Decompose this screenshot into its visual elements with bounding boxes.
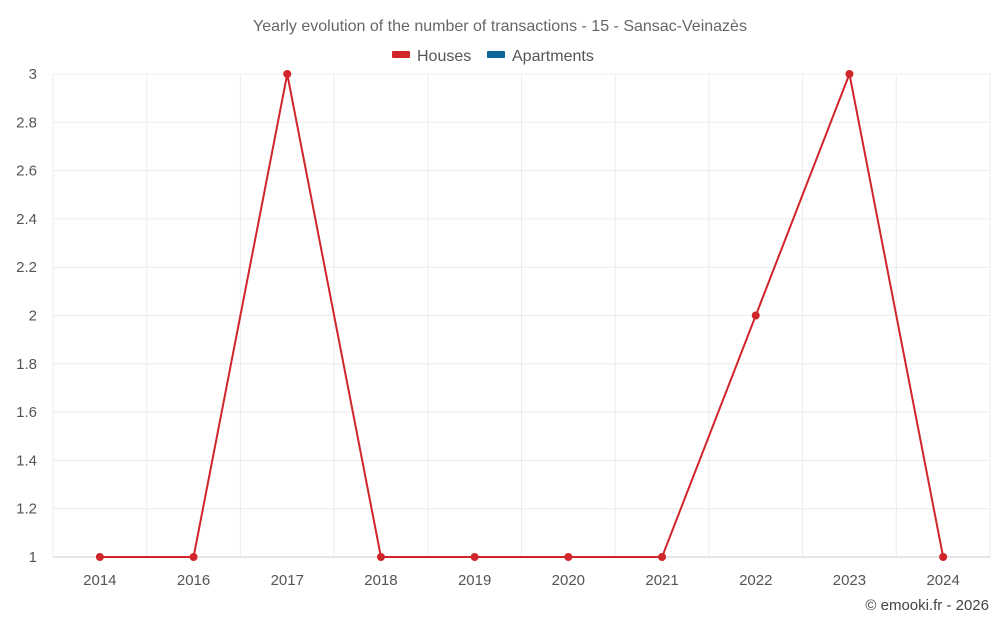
legend-swatch-apartments — [487, 51, 505, 58]
x-tick-label: 2019 — [458, 572, 491, 589]
legend-label-apartments: Apartments — [512, 48, 594, 65]
x-tick-label: 2014 — [83, 572, 116, 589]
x-tick-label: 2021 — [645, 572, 678, 589]
y-tick-label: 1.6 — [16, 404, 37, 421]
data-point-houses[interactable] — [751, 311, 760, 320]
gridlines — [52, 73, 991, 558]
data-point-houses[interactable] — [939, 553, 948, 561]
y-tick-label: 2.6 — [16, 163, 37, 180]
x-tick-label: 2024 — [926, 572, 959, 589]
y-tick-label: 1 — [29, 549, 37, 566]
y-tick-label: 1.4 — [16, 452, 37, 469]
y-tick-label: 3 — [29, 66, 37, 83]
x-tick-label: 2017 — [271, 572, 304, 589]
data-point-houses[interactable] — [658, 553, 667, 561]
data-point-houses[interactable] — [564, 553, 573, 561]
data-point-houses[interactable] — [189, 553, 198, 561]
data-point-houses[interactable] — [283, 70, 292, 78]
y-axis-ticks: 1 1.2 1.4 1.6 1.8 2 2.2 2.4 2.6 2.8 3 — [16, 66, 37, 566]
legend-item-apartments[interactable]: Apartments — [487, 48, 594, 65]
legend: Houses Apartments — [392, 48, 594, 65]
legend-swatch-houses — [392, 51, 410, 58]
data-point-houses[interactable] — [95, 553, 104, 561]
legend-label-houses: Houses — [417, 48, 471, 65]
data-point-houses[interactable] — [470, 553, 479, 561]
series-line-houses — [99, 73, 945, 558]
y-tick-label: 2.2 — [16, 259, 37, 276]
y-tick-label: 2.8 — [16, 114, 37, 131]
series-layer — [95, 70, 948, 561]
x-tick-label: 2023 — [833, 572, 866, 589]
y-tick-label: 1.8 — [16, 356, 37, 373]
legend-item-houses[interactable]: Houses — [392, 48, 471, 65]
y-tick-label: 2.4 — [16, 211, 37, 228]
data-point-houses[interactable] — [376, 553, 385, 561]
chart-title: Yearly evolution of the number of transa… — [253, 18, 747, 35]
credit-text: © emooki.fr - 2026 — [865, 597, 989, 614]
x-tick-label: 2016 — [177, 572, 210, 589]
x-tick-label: 2020 — [552, 572, 585, 589]
x-tick-label: 2022 — [739, 572, 772, 589]
x-tick-label: 2018 — [364, 572, 397, 589]
y-tick-label: 1.2 — [16, 501, 37, 518]
data-point-houses[interactable] — [845, 70, 854, 78]
x-axis-ticks: 2014 2016 2017 2018 2019 2020 2021 2022 2023 2024 — [83, 572, 960, 589]
y-tick-label: 2 — [29, 308, 37, 325]
